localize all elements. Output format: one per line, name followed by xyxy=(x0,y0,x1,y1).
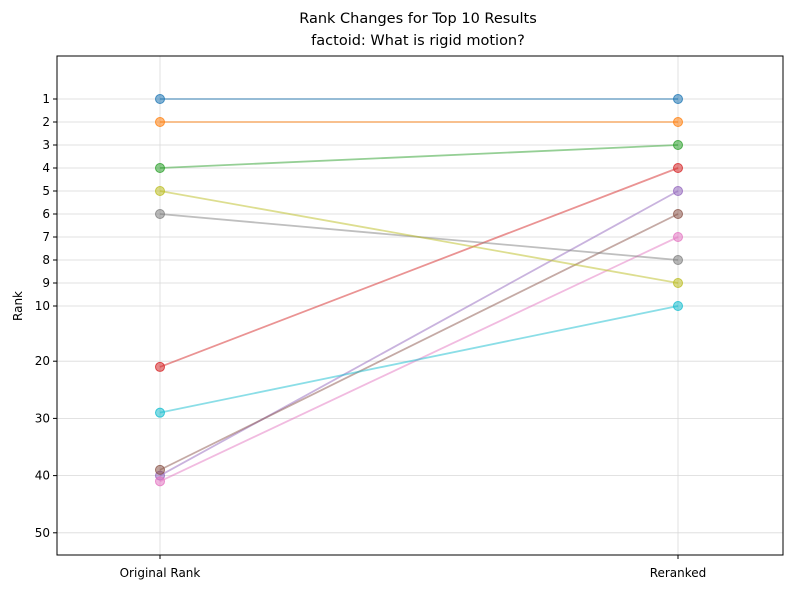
y-tick-label: 10 xyxy=(35,299,50,313)
series-line xyxy=(159,190,679,477)
y-tick-label: 50 xyxy=(35,526,50,540)
x-axis-ticks: Original Rank Reranked xyxy=(120,555,707,580)
series-10 xyxy=(155,301,683,418)
x-tick-label: Reranked xyxy=(650,566,707,580)
y-axis-label: Rank xyxy=(11,291,25,321)
series-line xyxy=(159,305,679,414)
series-point xyxy=(673,163,683,173)
series-layer xyxy=(155,94,683,487)
series-2 xyxy=(155,117,683,127)
series-point xyxy=(673,186,683,196)
chart-subtitle: factoid: What is rigid motion? xyxy=(311,33,525,49)
series-point xyxy=(673,140,683,150)
series-point xyxy=(155,186,165,196)
y-tick-label: 4 xyxy=(42,161,50,175)
series-line xyxy=(159,190,679,284)
series-point xyxy=(673,232,683,242)
series-point xyxy=(673,278,683,288)
y-tick-label: 5 xyxy=(42,184,50,198)
series-6 xyxy=(155,209,683,475)
series-point xyxy=(673,209,683,219)
series-line xyxy=(159,144,679,169)
series-point xyxy=(673,255,683,265)
y-tick-label: 2 xyxy=(42,115,50,129)
y-tick-label: 30 xyxy=(35,411,50,425)
series-line xyxy=(159,167,679,368)
series-point xyxy=(155,209,165,219)
series-point xyxy=(155,361,165,372)
series-point xyxy=(673,117,683,127)
series-point xyxy=(155,163,165,173)
series-point xyxy=(673,94,683,104)
series-point xyxy=(155,407,165,418)
grid-layer xyxy=(57,56,783,555)
chart-title: Rank Changes for Top 10 Results xyxy=(299,11,537,27)
y-tick-label: 40 xyxy=(35,469,50,483)
y-axis-ticks: 1 2 3 4 5 6 7 8 9 10 20 30 40 50 xyxy=(35,92,57,540)
y-tick-label: 9 xyxy=(42,276,50,290)
series-3 xyxy=(155,140,683,173)
series-5 xyxy=(155,186,683,481)
y-tick-label: 1 xyxy=(42,92,50,106)
series-line xyxy=(159,213,679,471)
series-point xyxy=(155,464,165,475)
series-point xyxy=(155,117,165,127)
y-tick-label: 3 xyxy=(42,138,50,152)
y-tick-label: 7 xyxy=(42,230,50,244)
series-point xyxy=(155,94,165,104)
series-1 xyxy=(155,94,683,104)
series-9 xyxy=(155,186,683,288)
y-tick-label: 8 xyxy=(42,253,50,267)
y-tick-label: 6 xyxy=(42,207,50,221)
x-tick-label: Original Rank xyxy=(120,566,201,580)
series-point xyxy=(155,476,165,487)
series-4 xyxy=(155,163,683,372)
y-tick-label: 20 xyxy=(35,354,50,368)
series-point xyxy=(673,301,683,311)
